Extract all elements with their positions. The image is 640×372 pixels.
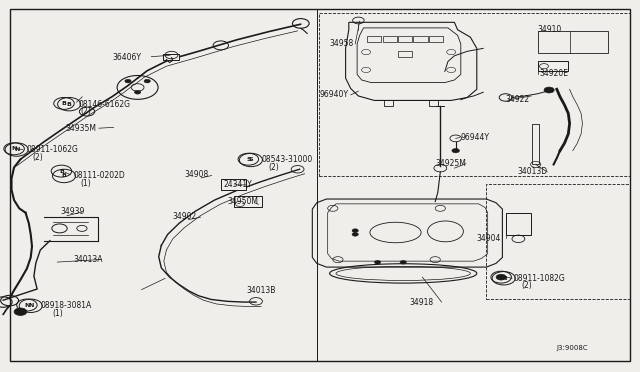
Text: 24341Y: 24341Y: [224, 180, 253, 189]
Bar: [538, 61, 568, 71]
Text: (2): (2): [269, 163, 280, 172]
Bar: [413, 36, 428, 42]
Text: 34950M: 34950M: [227, 197, 258, 206]
Text: 34922: 34922: [506, 95, 530, 104]
Text: 34910: 34910: [538, 25, 562, 34]
Text: B: B: [59, 169, 64, 174]
Circle shape: [452, 148, 460, 153]
Bar: [383, 36, 397, 42]
Text: 08911-1082G: 08911-1082G: [513, 274, 565, 283]
Text: 34925M: 34925M: [435, 159, 466, 168]
Circle shape: [14, 308, 27, 315]
Text: S: S: [246, 157, 251, 162]
Bar: [398, 51, 412, 57]
Text: 96940Y: 96940Y: [320, 90, 349, 99]
Bar: [163, 54, 179, 60]
Text: N: N: [28, 303, 33, 308]
Text: 08111-0202D: 08111-0202D: [74, 171, 125, 180]
Circle shape: [144, 79, 150, 83]
Text: N: N: [24, 302, 29, 308]
Bar: [367, 36, 381, 42]
Bar: [234, 196, 262, 207]
Bar: [429, 36, 443, 42]
Circle shape: [134, 90, 141, 94]
Text: 34935M: 34935M: [65, 124, 96, 133]
Text: 34902: 34902: [173, 212, 197, 221]
Circle shape: [352, 232, 358, 236]
Text: 96944Y: 96944Y: [461, 133, 490, 142]
Text: 34918: 34918: [410, 298, 434, 307]
Text: (2): (2): [522, 281, 532, 290]
Text: 34013A: 34013A: [74, 255, 103, 264]
Text: 34904: 34904: [477, 234, 501, 243]
Text: 08146-6162G: 08146-6162G: [79, 100, 131, 109]
Text: N: N: [501, 276, 506, 281]
Text: 34013D: 34013D: [517, 167, 547, 176]
Bar: [319, 13, 630, 176]
Text: 34908: 34908: [184, 170, 209, 179]
Text: 34013B: 34013B: [246, 286, 276, 295]
Text: N: N: [499, 275, 504, 280]
Text: 08911-1062G: 08911-1062G: [27, 145, 79, 154]
Text: (1): (1): [52, 309, 63, 318]
Bar: [538, 31, 608, 53]
Text: 08543-31000: 08543-31000: [261, 155, 312, 164]
Circle shape: [352, 229, 358, 232]
Text: (2): (2): [80, 107, 91, 116]
Text: N: N: [12, 146, 17, 151]
Circle shape: [374, 260, 381, 264]
Bar: [398, 36, 412, 42]
Text: 36406Y: 36406Y: [112, 53, 141, 62]
Text: J3:9008C: J3:9008C: [557, 345, 588, 351]
Bar: [506, 213, 531, 235]
Text: N: N: [14, 147, 19, 152]
Text: B: B: [61, 173, 67, 179]
Text: 08918-3081A: 08918-3081A: [40, 301, 92, 310]
Circle shape: [125, 79, 131, 83]
Text: B: B: [61, 101, 67, 106]
Text: 34958: 34958: [330, 39, 354, 48]
Text: (2): (2): [32, 153, 43, 162]
Text: B: B: [67, 102, 72, 107]
Circle shape: [400, 260, 406, 264]
Text: 34939: 34939: [61, 207, 85, 216]
Bar: [532, 124, 539, 164]
Text: S: S: [248, 157, 253, 163]
Text: (1): (1): [80, 179, 91, 188]
Text: 34920E: 34920E: [540, 69, 568, 78]
Bar: [221, 179, 246, 190]
Circle shape: [496, 274, 506, 280]
Circle shape: [544, 87, 554, 93]
Bar: [486, 184, 630, 299]
